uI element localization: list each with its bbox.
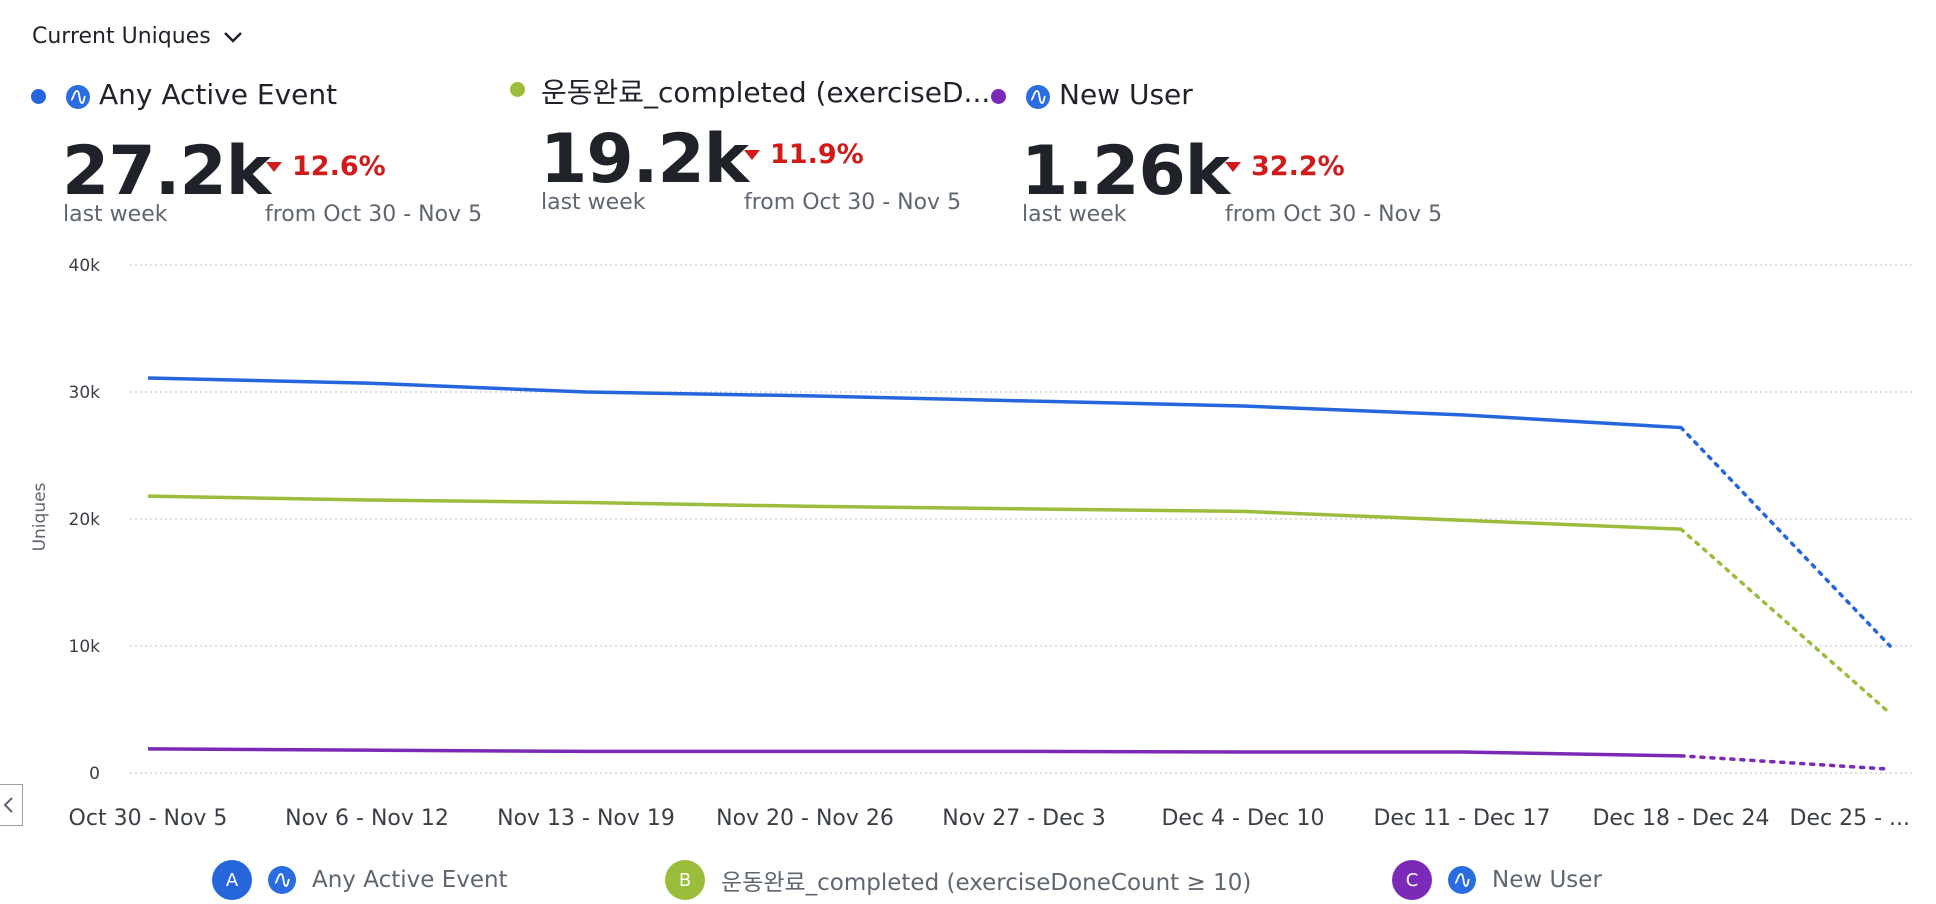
series-line[interactable] [147,376,1682,430]
chevron-left-icon [3,797,13,813]
summary-period: last week [63,202,168,227]
series-line-incomplete[interactable] [1679,527,1892,716]
compare-range: from Oct 30 - Nov 5 [744,190,962,215]
series-color-dot [31,89,46,104]
summary-value: 27.2k [62,132,271,211]
change-badge: 11.9% [744,139,864,170]
y-tick-label: 30k [69,383,101,403]
x-tick-label: Dec 4 - Dec 10 [1161,806,1324,831]
y-tick-label: 0 [89,764,100,784]
down-triangle-icon [744,149,760,160]
down-triangle-icon [1225,161,1241,172]
change-value: 32.2% [1251,151,1345,182]
series-line-incomplete[interactable] [1679,425,1892,648]
summary-name[interactable]: New User [1059,78,1193,111]
x-tick-label: Dec 11 - Dec 17 [1373,806,1550,831]
line-chart: Uniques 0 10k 20k 30k 40k Oct 30 - Nov 5 Nov … [30,256,1915,831]
x-tick-label: Dec 25 - ... [1790,806,1910,831]
summary-value: 19.2k [540,120,749,199]
series-line[interactable] [147,747,1682,758]
x-tick-label: Nov 6 - Nov 12 [285,806,449,831]
y-tick-label: 10k [69,637,101,657]
series-line-incomplete[interactable] [1679,754,1892,771]
metric-dropdown-label: Current Uniques [32,24,211,49]
x-tick-label: Nov 20 - Nov 26 [716,806,894,831]
legend-label: New User [1492,867,1602,893]
x-tick-label: Nov 13 - Nov 19 [497,806,675,831]
event-icon [268,866,296,894]
x-tick-label: Oct 30 - Nov 5 [69,806,228,831]
series-color-dot [510,82,525,97]
summary-period: last week [541,190,646,215]
summary-card-b: 운동완료_completed (exerciseD... 19.2k last … [500,60,990,240]
change-value: 11.9% [770,139,864,170]
event-icon [1026,85,1050,109]
summary-card-c: New User 1.26k last week 32.2% from Oct … [980,60,1480,240]
y-tick-label: 40k [69,256,101,276]
chevron-down-icon [223,31,242,43]
summary-card-a: Any Active Event 27.2k last week 12.6% f… [0,60,500,240]
event-icon [1448,866,1476,894]
series-badge: A [212,860,252,900]
summary-value: 1.26k [1021,132,1230,211]
summary-period: last week [1022,202,1127,227]
legend-label: 운동완료_completed (exerciseDoneCount ≥ 10) [721,870,1252,896]
metric-dropdown[interactable]: Current Uniques [32,24,243,49]
event-icon [66,85,90,109]
change-badge: 32.2% [1225,151,1345,182]
collapse-panel-button[interactable] [0,784,23,826]
legend-item-a[interactable]: A Any Active Event [212,860,508,900]
y-tick-label: 20k [69,510,101,530]
series-badge: C [1392,860,1432,900]
legend-label: Any Active Event [312,867,508,893]
series-badge: B [665,860,705,900]
x-tick-label: Nov 27 - Dec 3 [942,806,1105,831]
change-value: 12.6% [292,151,386,182]
compare-range: from Oct 30 - Nov 5 [1225,202,1443,227]
series-color-dot [991,89,1006,104]
summary-name[interactable]: Any Active Event [99,78,338,111]
series-line[interactable] [147,494,1682,531]
legend-item-c[interactable]: C New User [1392,860,1602,900]
x-tick-label: Dec 18 - Dec 24 [1592,806,1769,831]
y-axis-label: Uniques [30,482,50,551]
compare-range: from Oct 30 - Nov 5 [265,202,483,227]
legend-item-b[interactable]: B 운동완료_completed (exerciseDoneCount ≥ 10… [665,860,1251,900]
change-badge: 12.6% [266,151,386,182]
summary-name[interactable]: 운동완료_completed (exerciseD... [541,76,991,109]
down-triangle-icon [266,161,282,172]
